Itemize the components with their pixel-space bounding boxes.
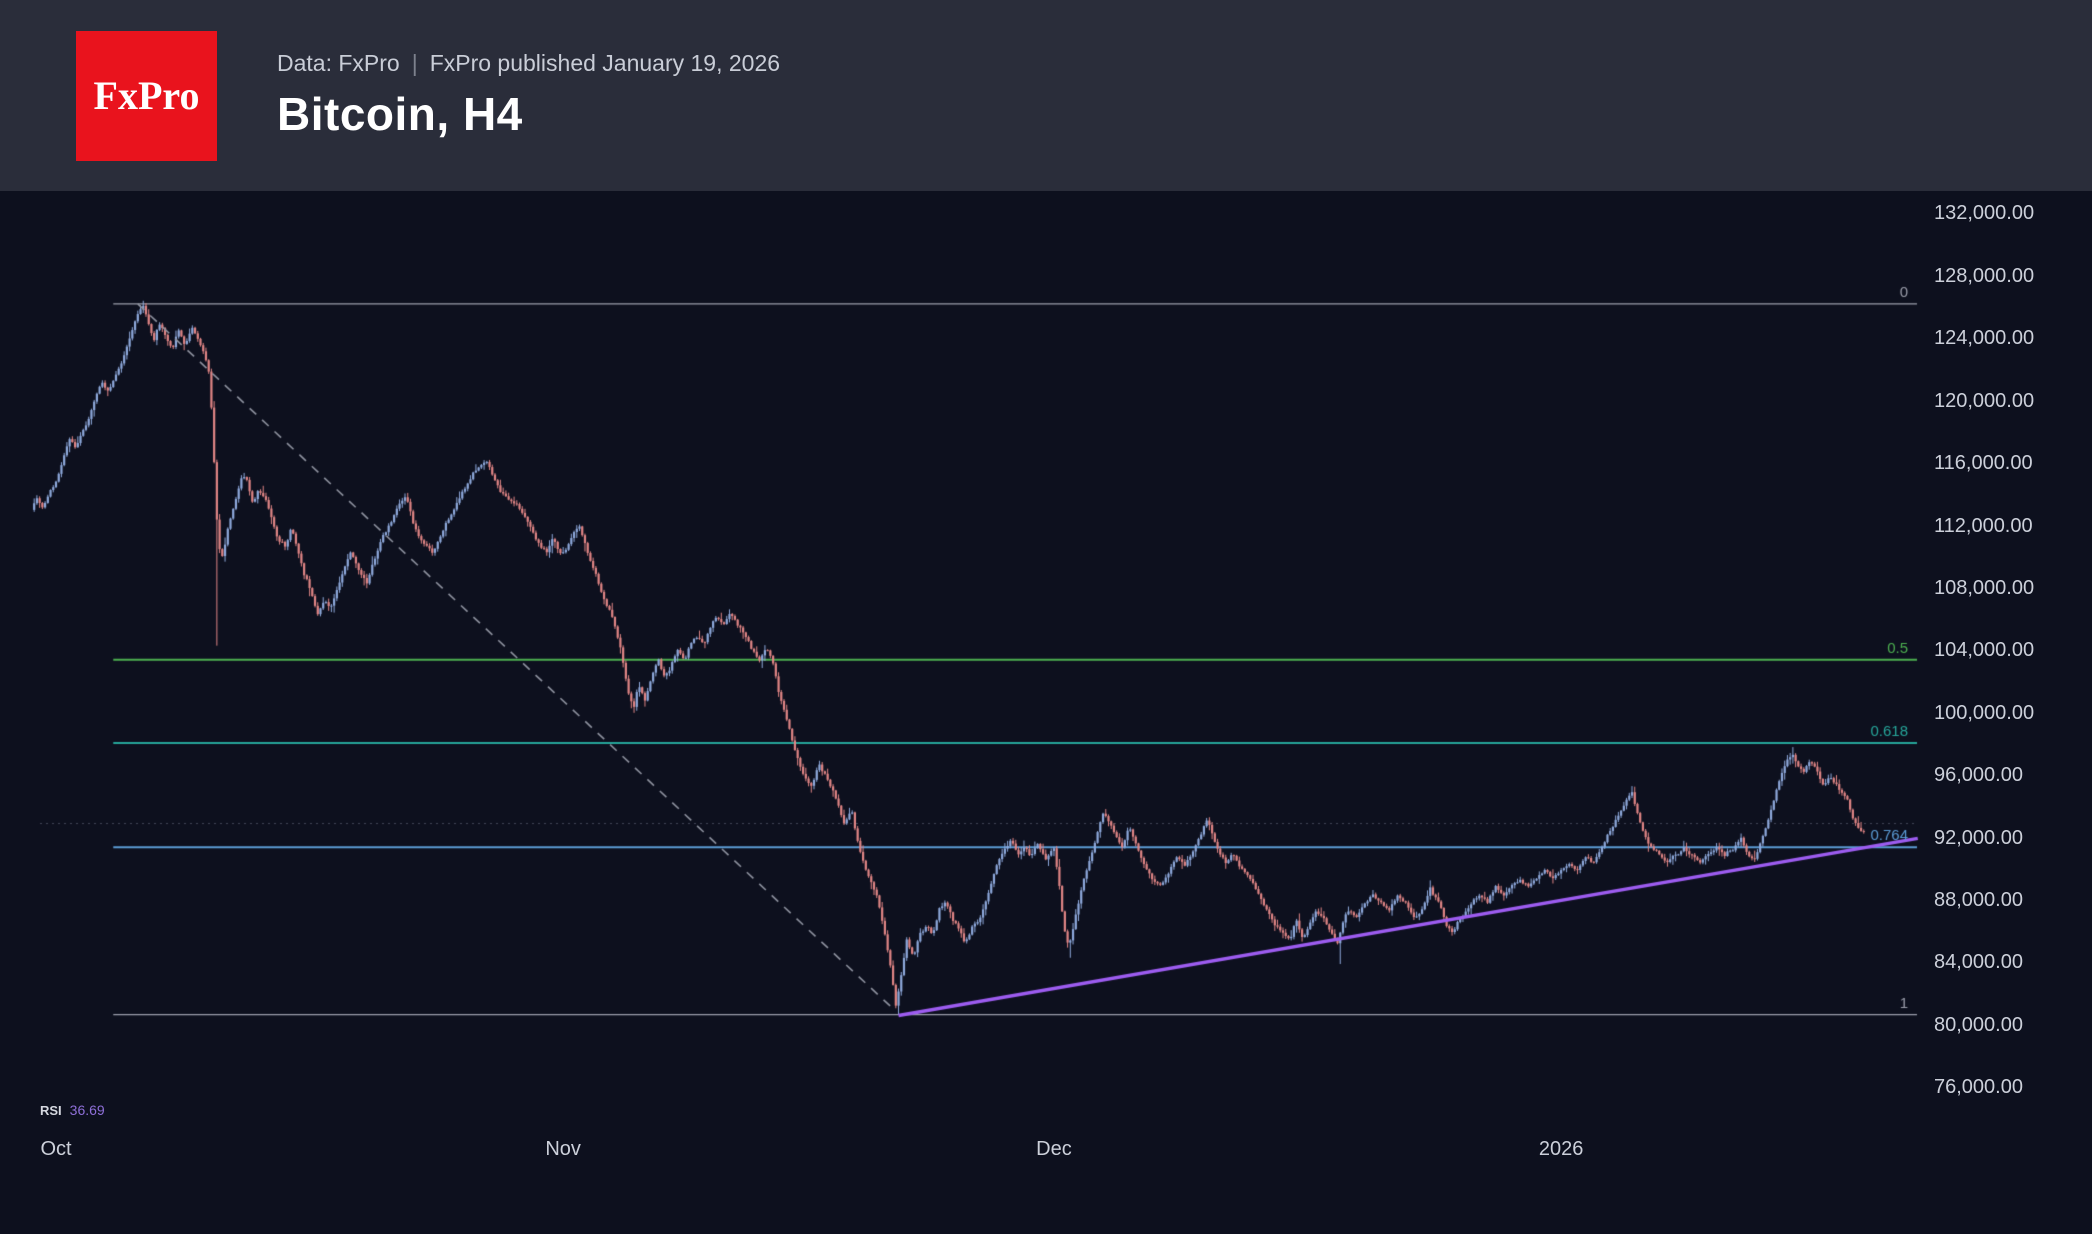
y-axis-label: 116,000.00 — [1934, 452, 2033, 475]
y-axis-label: 88,000.00 — [1934, 889, 2023, 912]
y-axis-label: 132,000.00 — [1934, 202, 2035, 225]
time-axis[interactable]: Oct Nov Dec 2026 — [0, 1138, 1921, 1170]
data-source-left: Data: FxPro — [277, 50, 400, 76]
y-axis-label: 108,000.00 — [1934, 576, 2035, 599]
y-axis-label: 84,000.00 — [1934, 951, 2023, 974]
x-axis-label: Dec — [1036, 1138, 1072, 1160]
price-chart-canvas[interactable] — [0, 191, 2092, 1234]
data-source-line: Data: FxPro | FxPro published January 19, … — [277, 50, 780, 77]
y-axis-label: 100,000.00 — [1934, 701, 2035, 724]
y-axis-label: 92,000.00 — [1934, 826, 2023, 849]
meta-separator: | — [411, 50, 418, 76]
y-axis-label: 80,000.00 — [1934, 1013, 2023, 1036]
x-axis-label: 2026 — [1538, 1138, 1584, 1160]
rsi-label: RSI — [40, 1103, 62, 1118]
rsi-indicator: RSI 36.69 — [40, 1102, 105, 1118]
header-text: Data: FxPro | FxPro published January 19, … — [277, 50, 780, 141]
rsi-value: 36.69 — [69, 1102, 105, 1118]
data-source-right: FxPro published January 19, 2026 — [429, 50, 781, 76]
chart-area: 132,000.00 128,000.00 124,000.00 120,000.00… — [0, 191, 2092, 1234]
x-axis-label: Oct — [40, 1138, 72, 1160]
y-axis-label: 124,000.00 — [1934, 327, 2035, 350]
price-axis[interactable]: 132,000.00 128,000.00 124,000.00 120,000.00… — [1934, 191, 2092, 1234]
y-axis-label: 120,000.00 — [1934, 389, 2035, 412]
header-bar: FxPro Data: FxPro | FxPro published Januar… — [0, 0, 2092, 191]
y-axis-label: 96,000.00 — [1934, 764, 2023, 787]
y-axis-label: 76,000.00 — [1934, 1076, 2023, 1099]
chart-title: Bitcoin, H4 — [277, 88, 523, 140]
x-axis-label: Nov — [545, 1138, 581, 1160]
y-axis-label: 128,000.00 — [1934, 264, 2035, 287]
y-axis-label: 112,000.00 — [1934, 514, 2033, 537]
y-axis-label: 104,000.00 — [1934, 639, 2035, 662]
fxpro-logo-text: FxPro — [93, 73, 200, 118]
fxpro-logo: FxPro — [76, 30, 217, 161]
